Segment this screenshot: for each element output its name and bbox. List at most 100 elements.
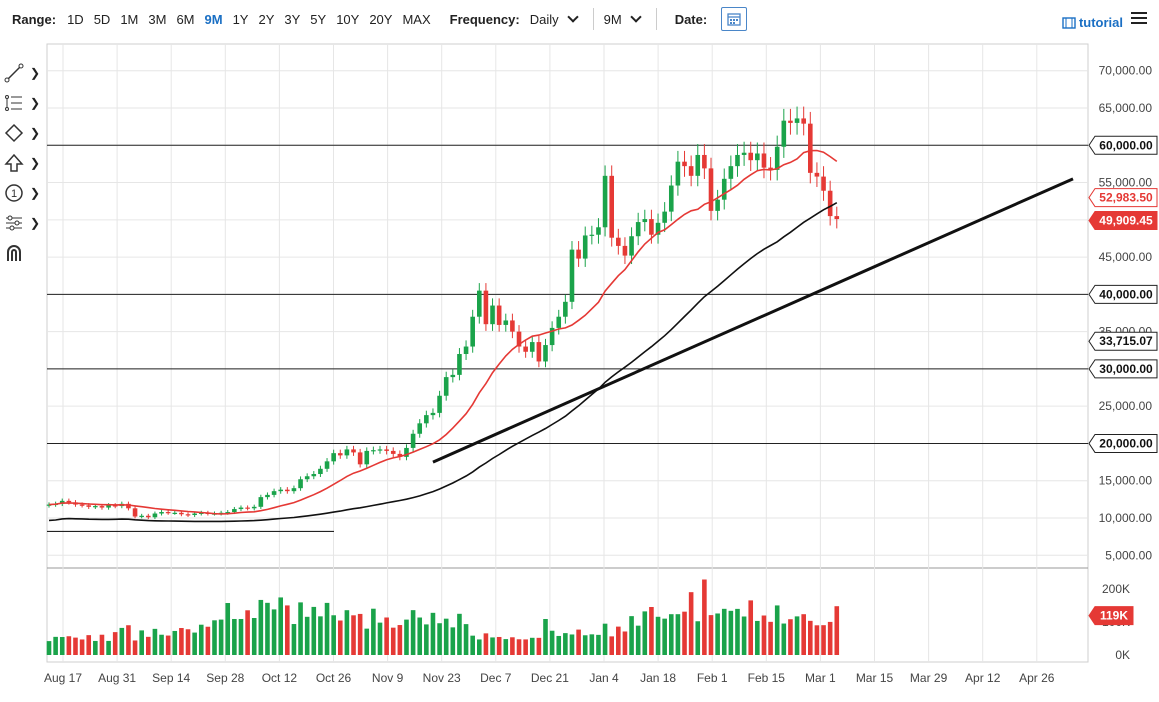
candle: [278, 489, 283, 492]
range-button-5y[interactable]: 5Y: [310, 11, 327, 27]
price-badge-label: 60,000.00: [1099, 138, 1153, 152]
tool-number-one[interactable]: 1 ❯: [4, 178, 46, 208]
tool-line-draw[interactable]: ❯: [4, 58, 46, 88]
price-badge-label: 33,715.07: [1099, 334, 1153, 348]
candle: [629, 236, 634, 256]
candle: [79, 504, 85, 506]
volume-bar: [172, 630, 178, 655]
range-button-5d[interactable]: 5D: [93, 11, 111, 27]
x-tick-label: Oct 26: [316, 671, 352, 685]
volume-bar: [258, 599, 264, 655]
y-tick-label: 45,000.00: [1099, 250, 1153, 264]
volume-bar: [688, 592, 694, 655]
calendar-button[interactable]: [721, 7, 748, 31]
volume-bar: [794, 616, 800, 655]
candle: [430, 412, 436, 416]
volume-bar: [748, 600, 754, 655]
volume-bar: [516, 639, 522, 655]
tool-shape[interactable]: ❯: [4, 118, 46, 148]
tool-indicator[interactable]: ❯: [4, 208, 46, 238]
tool-arrow-up[interactable]: ❯: [4, 148, 46, 178]
candle: [146, 515, 151, 518]
volume-bar: [311, 606, 317, 655]
volume-bar: [146, 636, 151, 655]
candle: [132, 508, 138, 517]
chevron-right-icon: ❯: [30, 96, 41, 110]
tutorial-link[interactable]: tutorial: [1062, 15, 1123, 30]
range-button-1m[interactable]: 1M: [120, 11, 139, 27]
volume-bar: [132, 640, 138, 655]
range-button-9m[interactable]: 9M: [204, 11, 223, 27]
x-tick-label: Apr 26: [1019, 671, 1055, 685]
candle: [66, 500, 72, 503]
y-tick-label: 65,000.00: [1099, 101, 1153, 115]
hamburger-menu-icon[interactable]: [1131, 12, 1147, 26]
volume-bar: [629, 616, 634, 655]
volume-bar: [708, 615, 714, 655]
candle: [688, 166, 694, 176]
volume-bar: [463, 624, 469, 655]
x-tick-label: Sep 28: [206, 671, 244, 685]
price-badge-label: 30,000.00: [1099, 362, 1153, 376]
candle: [543, 345, 548, 362]
candle: [814, 172, 820, 177]
volume-bar: [351, 615, 356, 655]
range-button-3m[interactable]: 3M: [148, 11, 167, 27]
range-button-2y[interactable]: 2Y: [258, 11, 275, 27]
period-value: 9M: [603, 11, 622, 27]
candle: [801, 118, 806, 124]
candle: [337, 453, 343, 456]
volume-bar: [93, 640, 98, 655]
volume-bar: [821, 625, 826, 655]
candle: [496, 305, 502, 325]
candle: [344, 449, 350, 456]
volume-bar: [728, 610, 734, 655]
candle: [238, 507, 244, 510]
volume-bar: [582, 635, 588, 655]
y-tick-label: 70,000.00: [1099, 64, 1153, 78]
range-button-6m[interactable]: 6M: [176, 11, 195, 27]
volume-bar: [496, 636, 502, 655]
volume-bar: [192, 632, 197, 655]
candle: [781, 120, 787, 147]
volume-bar: [569, 634, 575, 655]
arrow-up-icon: [4, 153, 24, 173]
volume-bar: [596, 634, 601, 655]
frequency-dropdown[interactable]: Daily: [530, 11, 587, 27]
range-button-20y[interactable]: 20Y: [369, 11, 393, 27]
range-button-10y[interactable]: 10Y: [336, 11, 360, 27]
range-button-1y[interactable]: 1Y: [232, 11, 249, 27]
volume-bar: [99, 634, 105, 655]
candle: [318, 468, 323, 475]
candle: [821, 176, 826, 191]
tool-fib[interactable]: ❯: [4, 88, 46, 118]
volume-bar: [165, 635, 171, 655]
volume-bar: [291, 624, 297, 655]
candle: [443, 377, 449, 396]
candle: [668, 185, 674, 212]
tool-magnet[interactable]: [4, 238, 46, 268]
volume-bar: [271, 609, 277, 655]
volume-bar: [344, 610, 350, 655]
y-tick-label: 25,000.00: [1099, 399, 1153, 413]
x-tick-label: Jan 18: [640, 671, 676, 685]
volume-bar: [715, 613, 720, 655]
chevron-right-icon: ❯: [30, 156, 41, 170]
candle: [748, 152, 754, 161]
candle: [291, 488, 297, 492]
volume-bar: [662, 618, 667, 655]
volume-tick-label: 200K: [1102, 582, 1130, 596]
range-button-1d[interactable]: 1D: [67, 11, 84, 27]
period-dropdown[interactable]: 9M: [603, 11, 650, 27]
range-button-3y[interactable]: 3Y: [284, 11, 301, 27]
candle: [99, 506, 105, 508]
volume-bar: [205, 626, 211, 655]
candle: [602, 175, 608, 228]
candle: [662, 211, 667, 223]
number-one-icon: 1: [4, 183, 24, 203]
candle: [457, 354, 462, 375]
range-button-max[interactable]: MAX: [402, 11, 431, 27]
shape-icon: [4, 123, 24, 143]
volume-bar: [371, 608, 376, 655]
